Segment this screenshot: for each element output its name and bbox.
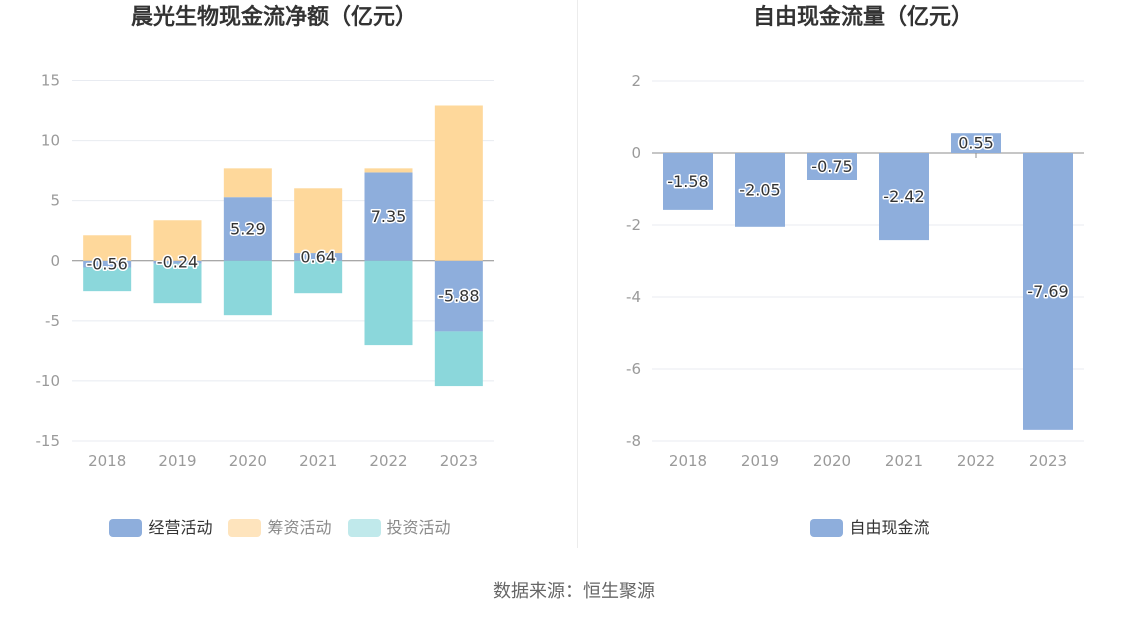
cashflow-chart-title: 晨光生物现金流净额（亿元）: [130, 5, 417, 30]
chart1-bar-series1-2018: [83, 260, 132, 268]
chart2-data-labels: -1.58 -2.05 -0.75 -2.42 0.55 -7.69: [666, 132, 1070, 302]
chart2-x-tick-label: 2019: [741, 452, 779, 470]
free-cashflow-chart-title: 自由现金流量（亿元）: [752, 5, 973, 30]
chart2-data-label: -0.75: [811, 157, 852, 176]
chart2-bar-series1-2023: [1023, 153, 1073, 430]
chart1-legend-label: 经营活动: [148, 518, 213, 537]
chart1-bar-series1-2019: [153, 260, 202, 264]
chart2-bar-series1-2021: [879, 153, 929, 241]
chart2-legend-label: 自由现金流: [849, 518, 930, 537]
chart2-x-tick-label: 2020: [813, 452, 851, 470]
chart1-legend-label: 投资活动: [386, 518, 451, 537]
chart1-legend-swatch: [228, 519, 262, 537]
chart1-bar-series3-2022: [364, 260, 413, 346]
data-source-note: 数据来源：恒生聚源: [493, 581, 655, 602]
chart1-bar-series1-2022: [364, 172, 413, 261]
chart1-x-tick-label: 2019: [158, 452, 196, 470]
cashflow-chart-legend: 经营活动 筹资活动 投资活动: [0, 517, 560, 539]
chart2-x-tick-label: 2023: [1029, 452, 1067, 470]
chart2-x-tick-label: 2021: [885, 452, 923, 470]
chart1-legend-label: 筹资活动: [267, 518, 332, 537]
chart1-data-label: 5.29: [230, 219, 266, 238]
chart1-bar-series2-2022: [364, 168, 413, 173]
chart1-legend-item-3[interactable]: 投资活动: [347, 518, 451, 538]
chart1-bar-series2-2018: [83, 235, 132, 261]
chart2-x-axis: 2018 2019 2020 2021 2022 2023: [652, 152, 1084, 470]
chart1-y-tick-label: 15: [41, 72, 60, 90]
chart2-data-label: -2.05: [739, 180, 780, 199]
chart1-bar-series2-2020: [223, 168, 272, 198]
chart2-y-tick-label: 2: [631, 72, 641, 90]
chart1-legend-swatch: [109, 519, 143, 537]
chart1-bar-series1-2023: [434, 260, 483, 332]
chart2-bar-series1-2020: [807, 153, 857, 180]
chart1-y-tick-label: -10: [36, 372, 61, 390]
chart2-y-tick-label: 0: [631, 144, 641, 162]
chart1-bar-series2-2019: [153, 220, 202, 261]
chart1-x-tick-label: 2022: [369, 452, 407, 470]
chart1-bar-series1-2020: [223, 197, 272, 261]
chart2-y-tick-label: -4: [626, 288, 641, 306]
chart2-legend-swatch: [810, 519, 844, 537]
chart1-bar-series3-2020: [223, 260, 272, 316]
chart1-y-tick-label: -15: [36, 432, 61, 450]
chart2-x-tick-label: 2022: [957, 452, 995, 470]
chart1-data-labels: -0.56 -0.24 5.29 0.64 7.35 -5.88: [85, 206, 481, 307]
chart2-data-label: -1.58: [667, 172, 708, 191]
chart1-y-tick-label: -5: [45, 312, 60, 330]
chart1-data-label: -0.24: [157, 253, 198, 272]
panel-divider: [577, 0, 578, 548]
chart2-legend-item-1[interactable]: 自由现金流: [810, 518, 930, 538]
chart1-data-label: 7.35: [371, 207, 407, 226]
free-cashflow-chart-legend: 自由现金流: [610, 517, 1130, 539]
chart2-y-tick-label: -2: [626, 216, 641, 234]
chart2-y-axis: 2 0 -2 -4 -6 -8: [626, 72, 1084, 450]
chart2-bar-series1-2019: [735, 153, 785, 227]
chart1-x-tick-label: 2020: [229, 452, 267, 470]
chart1-bar-series3-2019: [153, 263, 202, 304]
chart2-bar-series1-2018: [663, 153, 713, 210]
chart1-x-tick-label: 2018: [88, 452, 126, 470]
chart1-x-tick-label: 2023: [440, 452, 478, 470]
chart1-bars: [83, 105, 483, 387]
chart1-legend-swatch: [347, 519, 381, 537]
chart1-bar-series2-2023: [434, 105, 483, 261]
chart2-data-label: -2.42: [883, 187, 924, 206]
chart1-bar-series3-2023: [434, 331, 483, 387]
chart2-y-tick-label: -6: [626, 360, 641, 378]
chart2-bars: [663, 133, 1073, 430]
chart1-data-label: 0.64: [300, 247, 336, 266]
chart1-data-label: -0.56: [86, 255, 127, 274]
chart1-x-tick-label: 2021: [299, 452, 337, 470]
chart2-y-tick-label: -8: [626, 432, 641, 450]
chart1-bar-series2-2021: [294, 188, 343, 254]
chart1-plot: 15 10 5 0 -5 -10 -15 2018 2019 2020 2021 2022 2023 -0…: [36, 72, 494, 470]
chart1-legend-item-1[interactable]: 经营活动: [109, 518, 212, 538]
chart1-y-tick-label: 0: [50, 252, 60, 270]
chart1-data-label: -5.88: [438, 287, 479, 306]
chart1-x-axis: 2018 2019 2020 2021 2022 2023: [72, 260, 494, 470]
chart1-bar-series3-2018: [83, 267, 132, 292]
chart2-data-label: -7.69: [1027, 282, 1068, 301]
chart1-bar-series1-2021: [294, 253, 343, 261]
chart1-bar-series3-2021: [294, 260, 343, 294]
chart1-y-axis: 15 10 5 0 -5 -10 -15: [36, 72, 494, 450]
chart2-bar-series1-2022: [951, 133, 1001, 153]
chart1-legend-item-2[interactable]: 筹资活动: [228, 518, 332, 538]
chart2-x-tick-label: 2018: [669, 452, 707, 470]
chart1-y-tick-label: 10: [41, 132, 60, 150]
chart1-y-tick-label: 5: [50, 192, 60, 210]
chart2-data-label: 0.55: [958, 134, 994, 153]
